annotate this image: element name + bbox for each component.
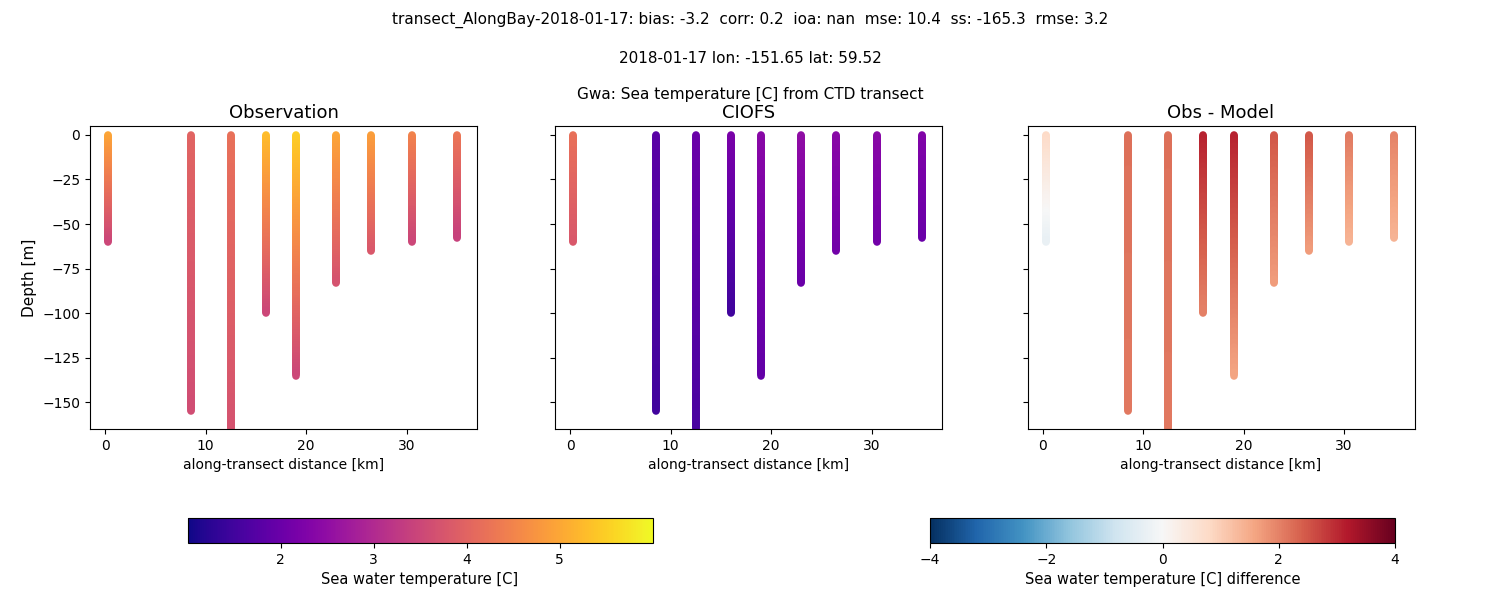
X-axis label: along-transect distance [km]: along-transect distance [km] [648, 458, 849, 472]
X-axis label: along-transect distance [km]: along-transect distance [km] [183, 458, 384, 472]
Text: transect_AlongBay-2018-01-17: bias: -3.2  corr: 0.2  ioa: nan  mse: 10.4  ss: -1: transect_AlongBay-2018-01-17: bias: -3.2… [392, 12, 1108, 28]
X-axis label: Sea water temperature [C] difference: Sea water temperature [C] difference [1024, 572, 1300, 587]
Text: 2018-01-17 lon: -151.65 lat: 59.52: 2018-01-17 lon: -151.65 lat: 59.52 [618, 51, 882, 66]
Title: CIOFS: CIOFS [722, 104, 776, 122]
X-axis label: along-transect distance [km]: along-transect distance [km] [1120, 458, 1322, 472]
Title: Observation: Observation [228, 104, 339, 122]
Title: Obs - Model: Obs - Model [1167, 104, 1275, 122]
X-axis label: Sea water temperature [C]: Sea water temperature [C] [321, 572, 519, 587]
Text: Gwa: Sea temperature [C] from CTD transect: Gwa: Sea temperature [C] from CTD transe… [576, 87, 924, 102]
Y-axis label: Depth [m]: Depth [m] [21, 238, 36, 317]
